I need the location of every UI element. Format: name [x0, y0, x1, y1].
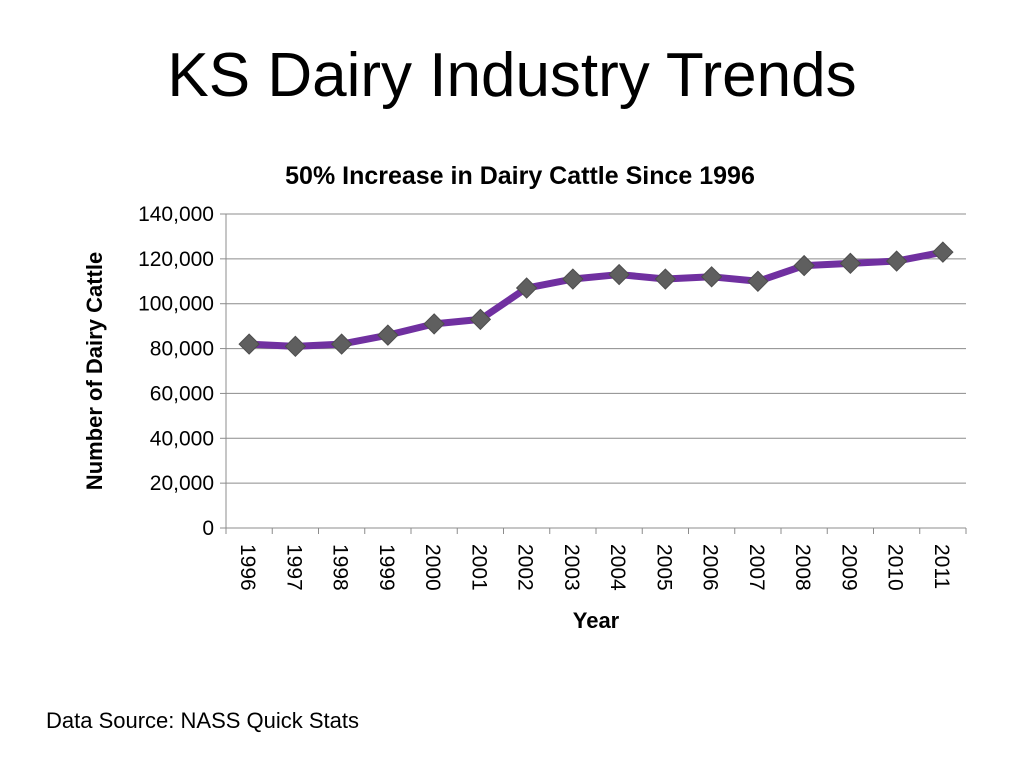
data-point-marker [932, 241, 954, 263]
x-tick-label: 2000 [421, 544, 444, 591]
x-tick-label: 1998 [329, 544, 352, 591]
y-axis-title: Number of Dairy Cattle [82, 252, 107, 490]
data-point-marker [885, 250, 908, 272]
x-tick-label: 2007 [745, 544, 768, 591]
x-axis-title: Year [573, 608, 620, 633]
x-tick-label: 1996 [236, 544, 259, 591]
data-point-marker [330, 333, 353, 355]
data-point-marker [654, 268, 677, 290]
gridlines [220, 213, 967, 534]
data-point-marker [238, 333, 260, 355]
x-tick-label: 2009 [837, 544, 860, 591]
data-point-marker [377, 324, 399, 346]
data-point-marker [469, 308, 492, 331]
y-tick-label: 60,000 [150, 382, 214, 405]
series-group [238, 241, 954, 358]
x-tick-label: 2010 [884, 544, 907, 591]
y-tick-label: 0 [202, 517, 214, 540]
y-tick-label: 140,000 [138, 203, 214, 226]
y-tick-label: 20,000 [150, 472, 214, 495]
x-tick-label: 2006 [699, 544, 722, 591]
data-point-marker [608, 263, 630, 286]
y-tick-label: 40,000 [150, 427, 214, 450]
x-tick-label: 1999 [375, 544, 398, 591]
x-tick-label: 2011 [930, 544, 953, 589]
x-tick-label: 2001 [467, 544, 490, 591]
y-tick-label: 100,000 [138, 293, 214, 316]
data-point-marker [839, 252, 862, 275]
data-point-marker [562, 268, 584, 290]
data-point-marker [747, 270, 769, 292]
x-tick-label: 2005 [652, 544, 675, 591]
data-point-marker [700, 266, 723, 288]
slide-title: KS Dairy Industry Trends [167, 41, 857, 110]
x-axis-ticks: 1996 1997 1998 1999 2000 2001 2002 2003 2004 2005… [236, 544, 953, 591]
chart-title: 50% Increase in Dairy Cattle Since 1996 [285, 162, 755, 190]
y-tick-label: 120,000 [138, 248, 214, 271]
series-line [248, 248, 944, 350]
data-point-marker [515, 277, 538, 299]
data-point-marker [284, 335, 307, 358]
data-point-marker [793, 254, 815, 277]
data-point-marker [423, 313, 445, 335]
x-tick-label: 2008 [791, 544, 814, 591]
x-tick-label: 2004 [606, 544, 629, 591]
x-tick-label: 1997 [282, 544, 305, 591]
y-axis-ticks: 0 20,000 40,000 60,000 80,000 100,000 120,000 1… [138, 203, 214, 540]
y-tick-label: 80,000 [150, 338, 214, 361]
x-tick-label: 2003 [560, 544, 583, 591]
x-tick-label: 2002 [514, 544, 537, 591]
data-source-note: Data Source: NASS Quick Stats [46, 708, 360, 733]
